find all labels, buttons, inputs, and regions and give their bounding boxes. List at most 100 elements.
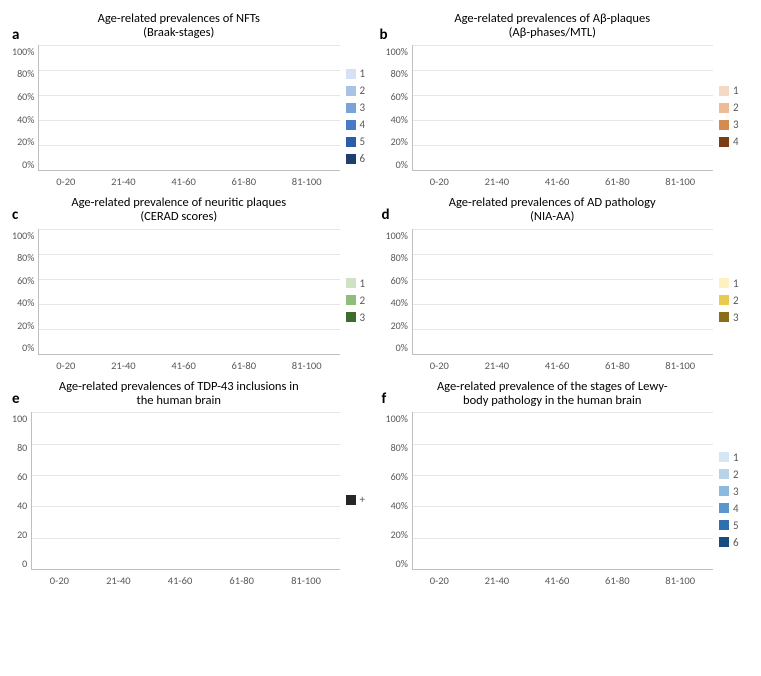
y-tick: 0 xyxy=(22,557,27,570)
x-tick: 61-80 xyxy=(605,359,630,372)
chart-title-line2: (NIA-AA) xyxy=(396,210,710,224)
y-tick: 80% xyxy=(391,441,408,454)
y-axis: 100%80%60%40%20%0% xyxy=(386,412,412,570)
legend-label: 1 xyxy=(360,277,366,290)
y-tick: 100% xyxy=(386,412,408,425)
x-tick: 41-60 xyxy=(171,175,196,188)
legend-label: 4 xyxy=(733,135,739,148)
y-tick: 60% xyxy=(17,90,34,103)
legend-item: 1 xyxy=(719,277,749,290)
chart-title-line1: Age-related prevalences of NFTs xyxy=(22,12,336,26)
legend-label: 1 xyxy=(733,277,739,290)
plot-area xyxy=(38,45,339,171)
legend-label: 2 xyxy=(360,84,366,97)
chart-title: Age-related prevalence of neuritic plaqu… xyxy=(12,196,376,225)
x-tick: 41-60 xyxy=(171,359,196,372)
legend-swatch xyxy=(346,103,356,113)
legend-item: 6 xyxy=(346,152,376,165)
legend-swatch xyxy=(346,312,356,322)
x-tick: 61-80 xyxy=(232,175,257,188)
x-axis: 0-2021-4041-6061-8081-100 xyxy=(31,574,339,587)
legend-swatch xyxy=(719,312,729,322)
panel-b: bAge-related prevalences of Aβ-plaques(A… xyxy=(386,12,750,188)
x-tick: 0-20 xyxy=(430,175,449,188)
x-tick: 41-60 xyxy=(168,574,193,587)
y-tick: 40 xyxy=(17,499,27,512)
legend-label: 3 xyxy=(360,101,366,114)
y-tick: 20% xyxy=(391,528,408,541)
x-tick: 21-40 xyxy=(485,175,510,188)
legend-swatch xyxy=(346,278,356,288)
legend-swatch xyxy=(719,295,729,305)
legend-item: 4 xyxy=(719,502,749,515)
legend-label: 1 xyxy=(360,67,366,80)
legend-swatch xyxy=(719,86,729,96)
chart-title-line1: Age-related prevalences of AD pathology xyxy=(396,196,710,210)
legend-swatch xyxy=(346,69,356,79)
y-tick: 40% xyxy=(17,296,34,309)
legend-label: 2 xyxy=(733,468,739,481)
x-axis: 0-2021-4041-6061-8081-100 xyxy=(38,175,339,188)
x-tick: 41-60 xyxy=(545,359,570,372)
y-tick: 80% xyxy=(17,67,34,80)
legend-swatch xyxy=(719,278,729,288)
y-tick: 100% xyxy=(386,45,408,58)
plot-area xyxy=(412,45,713,171)
legend-swatch xyxy=(346,86,356,96)
chart-title-line2: (Braak-stages) xyxy=(22,26,336,40)
y-tick: 100 xyxy=(12,412,27,425)
legend: + xyxy=(340,412,376,587)
y-tick: 100% xyxy=(12,229,34,242)
legend-label: 5 xyxy=(360,135,366,148)
y-tick: 80% xyxy=(391,251,408,264)
x-tick: 81-100 xyxy=(665,574,695,587)
y-tick: 60% xyxy=(391,274,408,287)
y-tick: 80% xyxy=(17,251,34,264)
y-tick: 0% xyxy=(22,341,34,354)
y-tick: 20% xyxy=(391,319,408,332)
legend-item: 3 xyxy=(719,311,749,324)
y-tick: 100% xyxy=(12,45,34,58)
legend-label: 2 xyxy=(733,101,739,114)
plot-area xyxy=(31,412,339,570)
legend-swatch xyxy=(719,452,729,462)
legend: 123456 xyxy=(340,45,376,188)
x-tick: 81-100 xyxy=(291,574,321,587)
chart-title: Age-related prevalence of the stages of … xyxy=(386,380,750,409)
y-tick: 20 xyxy=(17,528,27,541)
plot-area xyxy=(38,229,339,355)
x-tick: 0-20 xyxy=(430,574,449,587)
legend-swatch xyxy=(719,103,729,113)
y-axis: 100806040200 xyxy=(12,412,31,570)
x-tick: 0-20 xyxy=(50,574,69,587)
y-tick: 40% xyxy=(391,113,408,126)
x-tick: 81-100 xyxy=(292,359,322,372)
y-axis: 100%80%60%40%20%0% xyxy=(386,229,412,355)
x-axis: 0-2021-4041-6061-8081-100 xyxy=(38,359,339,372)
legend-label: 3 xyxy=(360,311,366,324)
legend-item: 2 xyxy=(719,468,749,481)
legend-label: 5 xyxy=(733,519,739,532)
panel-d: dAge-related prevalences of AD pathology… xyxy=(386,196,750,372)
x-tick: 21-40 xyxy=(111,359,136,372)
y-tick: 60 xyxy=(17,470,27,483)
legend-item: 1 xyxy=(346,277,376,290)
x-axis: 0-2021-4041-6061-8081-100 xyxy=(412,175,713,188)
panel-e: eAge-related prevalences of TDP-43 inclu… xyxy=(12,380,376,588)
legend-label: 2 xyxy=(360,294,366,307)
legend-item: 3 xyxy=(719,118,749,131)
y-axis: 100%80%60%40%20%0% xyxy=(12,229,38,355)
y-tick: 0% xyxy=(396,341,408,354)
legend-item: 5 xyxy=(346,135,376,148)
chart-title-line1: Age-related prevalence of the stages of … xyxy=(396,380,710,394)
legend-swatch xyxy=(719,520,729,530)
legend-label: 4 xyxy=(733,502,739,515)
legend-item: 2 xyxy=(346,84,376,97)
legend-item: + xyxy=(346,493,376,506)
x-tick: 81-100 xyxy=(292,175,322,188)
legend-item: 2 xyxy=(719,294,749,307)
legend-swatch xyxy=(719,537,729,547)
x-tick: 61-80 xyxy=(605,175,630,188)
legend-label: 3 xyxy=(733,485,739,498)
legend-item: 3 xyxy=(346,311,376,324)
